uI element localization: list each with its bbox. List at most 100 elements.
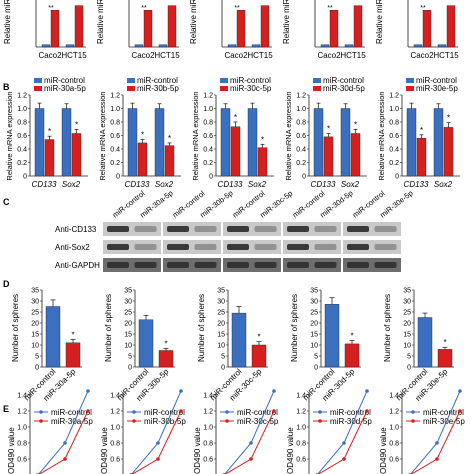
- axis-label: Relative miR-30d-: [282, 0, 291, 44]
- y-tick-label: 1.0: [17, 425, 27, 432]
- y-tick-label: 0: [395, 174, 399, 181]
- data-point-control: [179, 389, 183, 393]
- bar-control: [231, 312, 247, 368]
- significance-mark: *: [350, 332, 353, 341]
- category-label: CD133: [218, 180, 243, 189]
- axis-label: Relative miR-30a-: [3, 0, 12, 44]
- significance-mark: *: [327, 124, 330, 133]
- y-tick-label: 1.4: [203, 393, 213, 400]
- y-tick-label: 1.2: [296, 409, 306, 416]
- y-tick-label: 5: [128, 354, 132, 361]
- significance-mark: *: [234, 113, 237, 122]
- y-tick-label: 35: [403, 288, 411, 295]
- data-point-mimic: [86, 409, 90, 413]
- legend-label-control: miR-control: [423, 408, 464, 417]
- blot-strip: [343, 222, 401, 236]
- legend-marker-control: [132, 410, 136, 414]
- y-tick-label: 20: [217, 321, 225, 328]
- bar-mimic: [236, 9, 246, 48]
- blot-band: [374, 244, 397, 250]
- blot-band: [347, 262, 369, 268]
- bar-mimic: [158, 350, 174, 368]
- legend-label-mimic: miR-30b-5p: [144, 417, 186, 426]
- y-tick-label: 20: [403, 321, 411, 328]
- tick-label: Caco2: [38, 51, 62, 60]
- y-tick-label: 1.0: [203, 106, 213, 113]
- blot-band: [374, 262, 397, 268]
- y-tick-label: 1.4: [110, 393, 120, 400]
- blot-band: [107, 262, 129, 268]
- category-label: Sox2: [155, 180, 174, 189]
- y-tick-label: 1.0: [17, 106, 27, 113]
- y-tick-label: 0.6: [296, 133, 306, 140]
- bar-control: [320, 44, 330, 48]
- blot-row-label: Anti-CD133: [55, 225, 97, 234]
- bar-mimic: [260, 5, 270, 48]
- y-tick-label: 0.8: [203, 120, 213, 127]
- axis-label: Relative miR-30c-: [189, 0, 198, 44]
- legend-swatch-control: [34, 78, 42, 83]
- blot-band: [194, 262, 217, 268]
- y-tick-label: 0.2: [389, 160, 399, 167]
- y-tick-label: 0.8: [110, 120, 120, 127]
- legend-swatch-control: [127, 78, 135, 83]
- bar-mimic: [137, 142, 148, 177]
- legend-label-mimic: miR-30c-5p: [230, 84, 272, 93]
- blot-row-label: Anti-Sox2: [55, 243, 90, 252]
- bar-control: [406, 108, 417, 177]
- blot-strip: [103, 222, 161, 236]
- y-tick-label: 0.6: [17, 457, 27, 464]
- bar-mimic: [416, 137, 427, 177]
- bar-mimic: [71, 133, 82, 177]
- series-line-control: [224, 390, 275, 474]
- data-point-control: [365, 389, 369, 393]
- significance-mark: *: [261, 135, 264, 144]
- blot-band: [107, 244, 129, 250]
- bar-control: [417, 317, 433, 368]
- bar-mimic: [44, 139, 55, 177]
- y-tick-label: 0.8: [17, 120, 27, 127]
- y-tick-label: 0: [209, 174, 213, 181]
- blot-band: [254, 244, 277, 250]
- blot-band: [347, 244, 369, 250]
- y-tick-label: 15: [310, 332, 318, 339]
- y-tick-label: 0.6: [17, 133, 27, 140]
- y-tick-label: 20: [124, 321, 132, 328]
- legend-marker-control: [225, 410, 229, 414]
- legend-marker-mimic: [132, 419, 136, 423]
- y-tick-label: 15: [403, 332, 411, 339]
- significance-mark: *: [447, 114, 450, 123]
- data-point-control: [249, 441, 253, 445]
- significance-mark: **: [234, 5, 240, 12]
- legend-label-control: miR-control: [230, 76, 271, 85]
- y-tick-label: 0: [23, 174, 27, 181]
- blot-band: [314, 262, 337, 268]
- bar-mimic: [167, 5, 177, 48]
- y-tick-label: 0.6: [203, 457, 213, 464]
- y-tick-label: 1.2: [203, 93, 213, 100]
- bar-control: [61, 108, 72, 177]
- tick-label: HCT15: [61, 51, 87, 60]
- blot-band: [134, 226, 157, 232]
- blot-band: [314, 226, 337, 232]
- bar-control: [413, 44, 423, 48]
- legend-marker-control: [39, 410, 43, 414]
- y-axis-title: Number of spheres: [197, 294, 206, 362]
- bar-control: [127, 108, 138, 177]
- y-tick-label: 10: [310, 343, 318, 350]
- blot-strip: [283, 240, 341, 254]
- bar-control: [247, 108, 258, 177]
- series-line-control: [38, 390, 89, 474]
- y-tick-label: 15: [124, 332, 132, 339]
- tick-label: HCT15: [340, 51, 366, 60]
- y-tick-label: 10: [403, 343, 411, 350]
- category-label: CD133: [32, 180, 57, 189]
- y-tick-label: 0.6: [389, 133, 399, 140]
- series-line-control: [131, 390, 182, 474]
- y-axis-title: Number of spheres: [11, 294, 20, 362]
- significance-mark: *: [354, 120, 357, 129]
- data-point-control: [156, 441, 160, 445]
- y-tick-label: 15: [31, 332, 39, 339]
- legend-label-control: miR-control: [51, 408, 92, 417]
- y-tick-label: 0.6: [389, 457, 399, 464]
